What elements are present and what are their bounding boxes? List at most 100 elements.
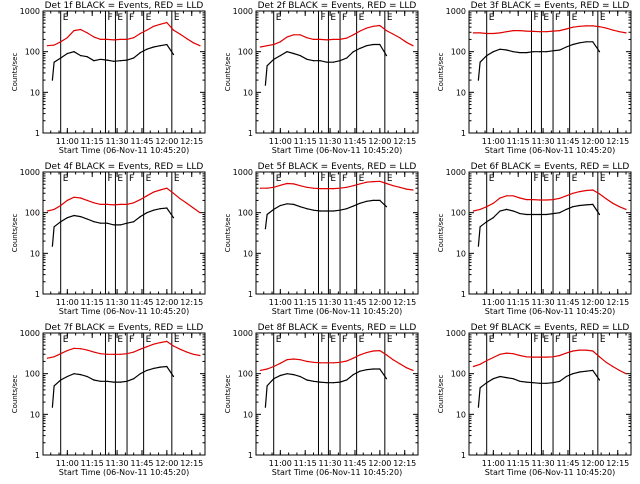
lld-point bbox=[319, 362, 321, 364]
lld-point bbox=[512, 195, 514, 197]
events-point bbox=[512, 378, 514, 380]
panel-title: Det 8f BLACK = Events, RED = LLD bbox=[258, 323, 417, 333]
lld-point bbox=[359, 30, 361, 32]
lld-point bbox=[512, 30, 514, 32]
events-point bbox=[93, 221, 95, 223]
interval-marker-label: F bbox=[342, 13, 347, 23]
lld-point bbox=[598, 193, 601, 195]
lld-point bbox=[618, 369, 621, 371]
lld-point bbox=[53, 208, 55, 210]
plot-frame bbox=[42, 10, 206, 134]
lld-point bbox=[559, 197, 561, 199]
x-axis-label: Start Time (06-Nov-11 10:45:20) bbox=[59, 468, 189, 477]
events-point bbox=[598, 51, 601, 53]
events-point bbox=[506, 49, 508, 51]
lld-point bbox=[532, 30, 534, 32]
x-tick-label: 11:45 bbox=[343, 137, 366, 146]
interval-marker-label: E bbox=[543, 335, 549, 345]
events-point bbox=[286, 51, 288, 53]
interval-marker-label: E bbox=[276, 335, 282, 345]
interval-marker-label: E bbox=[600, 174, 606, 184]
events-point bbox=[552, 213, 554, 215]
panel-4: Det 4f BLACK = Events, RED = LLD 1 10 100 10… bbox=[11, 162, 206, 316]
interval-marker-label: E bbox=[117, 13, 123, 23]
x-tick-label: 11:15 bbox=[81, 298, 104, 307]
events-series-line bbox=[264, 368, 387, 408]
x-tick-label: 11:00 bbox=[56, 298, 79, 307]
lld-point bbox=[279, 362, 281, 364]
lld-point bbox=[352, 357, 354, 359]
lld-point bbox=[519, 30, 521, 32]
lld-point bbox=[412, 369, 414, 371]
interval-marker-label: E bbox=[387, 13, 393, 23]
lld-point bbox=[259, 187, 261, 189]
y-tick-label: 1 bbox=[248, 129, 253, 138]
events-point bbox=[133, 221, 135, 223]
x-tick-label: 12:15 bbox=[393, 298, 416, 307]
events-point bbox=[346, 57, 348, 59]
events-point bbox=[532, 382, 534, 384]
x-axis-label: Start Time (06-Nov-11 10:45:20) bbox=[485, 307, 615, 316]
x-tick-label: 12:15 bbox=[393, 137, 416, 146]
lld-point bbox=[99, 353, 102, 355]
x-tick-label: 11:30 bbox=[106, 137, 129, 146]
y-tick-label: 10 bbox=[30, 410, 40, 419]
lld-point bbox=[405, 188, 407, 190]
x-axis-label: Start Time (06-Nov-11 10:45:20) bbox=[485, 468, 615, 477]
lld-point bbox=[146, 346, 148, 348]
lld-point bbox=[306, 37, 308, 39]
events-point bbox=[299, 375, 301, 378]
lld-point bbox=[266, 187, 268, 189]
events-point bbox=[99, 58, 102, 60]
lld-point bbox=[392, 33, 394, 35]
events-point bbox=[53, 226, 55, 228]
events-point bbox=[352, 205, 354, 207]
interval-marker-label: E bbox=[146, 335, 152, 345]
events-point bbox=[572, 43, 574, 46]
y-tick-label: 1 bbox=[461, 290, 466, 299]
lld-point bbox=[93, 351, 95, 353]
x-tick-label: 11:00 bbox=[56, 137, 79, 146]
interval-marker-label: F bbox=[129, 13, 134, 23]
x-axis-label: Start Time (06-Nov-11 10:45:20) bbox=[59, 146, 189, 155]
lld-point bbox=[352, 34, 354, 36]
events-point bbox=[80, 216, 82, 218]
interval-marker-label: F bbox=[107, 13, 112, 23]
lld-point bbox=[126, 203, 128, 205]
lld-point bbox=[319, 38, 321, 41]
events-point bbox=[166, 365, 168, 368]
events-point bbox=[106, 222, 108, 224]
events-point bbox=[499, 210, 501, 212]
y-tick-label: 100 bbox=[238, 209, 253, 218]
y-tick-label: 1000 bbox=[233, 168, 253, 177]
interval-marker-label: E bbox=[276, 13, 282, 23]
events-point bbox=[539, 382, 541, 384]
lld-point bbox=[73, 196, 75, 198]
lld-point bbox=[80, 348, 82, 350]
lld-point bbox=[273, 43, 275, 46]
x-tick-label: 11:15 bbox=[507, 137, 530, 146]
interval-marker-label: F bbox=[129, 335, 134, 345]
interval-marker-label: F bbox=[533, 174, 538, 184]
lld-point bbox=[472, 365, 474, 368]
events-point bbox=[139, 216, 141, 218]
lld-point bbox=[539, 31, 541, 33]
events-point bbox=[306, 208, 308, 210]
lld-point bbox=[119, 203, 121, 205]
lld-point bbox=[106, 38, 108, 41]
lld-point bbox=[625, 32, 627, 34]
interval-marker-label: E bbox=[330, 174, 336, 184]
interval-marker-label: E bbox=[117, 335, 123, 345]
events-point bbox=[159, 208, 161, 210]
x-tick-label: 11:30 bbox=[106, 298, 129, 307]
lld-point bbox=[499, 197, 501, 199]
lld-series-line bbox=[260, 24, 414, 48]
lld-point bbox=[159, 23, 161, 25]
events-point bbox=[585, 370, 587, 372]
lld-point bbox=[372, 25, 374, 27]
y-tick-label: 1000 bbox=[20, 7, 40, 16]
x-tick-label: 11:30 bbox=[106, 459, 129, 468]
x-tick-label: 11:00 bbox=[56, 459, 79, 468]
x-tick-label: 12:00 bbox=[155, 459, 178, 468]
lld-point bbox=[66, 350, 68, 352]
